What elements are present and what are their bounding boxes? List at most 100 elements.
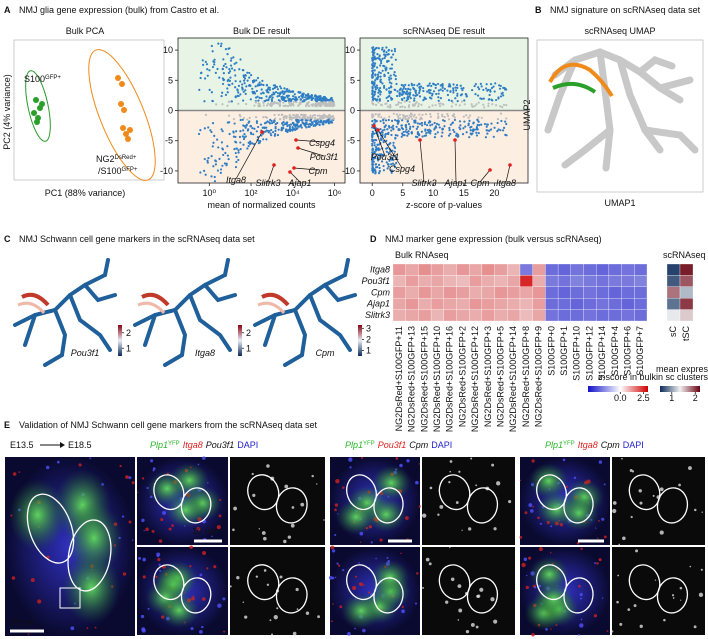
- gene-point: [239, 58, 242, 61]
- speck: [37, 599, 42, 604]
- gene-point: [394, 118, 397, 122]
- gene-point: [371, 76, 374, 79]
- gene-point: [225, 66, 228, 69]
- gene-point: [397, 101, 400, 104]
- gene-point: [397, 120, 400, 123]
- gene-point: [207, 157, 210, 160]
- micrograph: [229, 547, 325, 636]
- speck: [196, 526, 201, 531]
- gene-point: [330, 104, 334, 107]
- panel-letter: D: [370, 234, 377, 244]
- gene-point: [490, 98, 493, 101]
- x-tick-label: 10⁰: [203, 188, 217, 198]
- gene-point: [259, 123, 263, 126]
- gene-point: [216, 67, 219, 71]
- gene-point: [236, 89, 239, 92]
- gene-point: [499, 84, 502, 88]
- speck: [361, 457, 364, 460]
- gene-point: [406, 120, 409, 123]
- gene-point: [332, 117, 336, 120]
- speck: [450, 577, 455, 582]
- gene-point: [494, 104, 498, 107]
- gene-point: [371, 92, 374, 95]
- colorbar: [588, 386, 648, 392]
- gene-point: [455, 134, 458, 137]
- speck: [296, 608, 299, 610]
- panel-title: NMJ signature on scRNAseq data set: [550, 5, 701, 15]
- gene-point: [407, 130, 410, 133]
- gene-point: [379, 75, 382, 78]
- x-tick-label: 10⁴: [286, 188, 300, 198]
- gene-point: [434, 86, 437, 89]
- gene-point: [465, 93, 468, 96]
- gene-point: [206, 68, 209, 71]
- x-tick-label: 0: [370, 188, 375, 198]
- heatmap-cell: [583, 309, 597, 322]
- heatmap-cell: [666, 309, 681, 322]
- yfp-cell: [9, 479, 67, 551]
- heatmap-cell: [608, 298, 622, 310]
- speck: [94, 626, 97, 629]
- pointer: [235, 131, 263, 180]
- gene-point: [373, 93, 376, 96]
- gene-point: [262, 101, 265, 104]
- heatmap-cell: [621, 309, 635, 322]
- gene-point: [374, 155, 377, 158]
- gene-point: [409, 91, 412, 94]
- column-label: S100GFP+4: [610, 326, 620, 376]
- gene-point: [435, 122, 439, 125]
- gene-point: [316, 114, 319, 117]
- stain-name: Plp1: [150, 440, 168, 450]
- speck: [601, 517, 605, 521]
- gene-point: [483, 106, 486, 109]
- gene-point: [306, 115, 309, 119]
- speck: [352, 585, 357, 590]
- gene-point: [243, 133, 246, 136]
- gene-point: [373, 97, 376, 100]
- gene-point: [211, 65, 215, 69]
- highlight: [294, 138, 298, 142]
- speck: [579, 593, 583, 597]
- gene-point: [388, 76, 391, 79]
- gene-point: [394, 133, 397, 137]
- gene-point: [226, 154, 229, 157]
- gene-point: [248, 120, 251, 123]
- x-tick-label: 10⁶: [328, 188, 342, 198]
- heatmap-cell: [570, 275, 584, 287]
- heatmap-cell: [666, 286, 681, 299]
- speck: [262, 536, 267, 541]
- speck: [630, 515, 633, 519]
- gene-point: [385, 96, 388, 100]
- gene-point: [402, 130, 405, 134]
- gene-point: [385, 150, 388, 153]
- heatmap-cell: [443, 298, 457, 310]
- heatmap-cell: [557, 275, 571, 287]
- gene-point: [398, 94, 401, 98]
- gene-point: [280, 113, 283, 116]
- gene-point: [423, 122, 426, 126]
- yfp-cell: [336, 499, 376, 535]
- y-tick-label: 0: [350, 106, 355, 116]
- gene-point: [420, 130, 423, 133]
- gene-point: [277, 113, 280, 116]
- gene-point: [380, 103, 383, 106]
- speck: [335, 479, 340, 484]
- gene-point: [377, 101, 380, 104]
- gene-point: [241, 135, 244, 138]
- stain-name: Cpm: [409, 440, 429, 450]
- gene-point: [239, 118, 242, 122]
- gene-point: [286, 105, 290, 108]
- group-name: /S100: [98, 166, 122, 176]
- gene-point: [328, 113, 331, 117]
- gene-point: [452, 91, 455, 94]
- gene-point: [377, 57, 381, 60]
- gene-point: [394, 58, 397, 61]
- speck: [612, 508, 617, 514]
- gene-point: [262, 116, 265, 119]
- gene-point: [387, 132, 390, 136]
- speck: [233, 506, 237, 511]
- gene-point: [277, 128, 280, 131]
- gene-point: [210, 155, 213, 158]
- heatmap-cell: [557, 309, 571, 322]
- gene-point: [210, 91, 213, 94]
